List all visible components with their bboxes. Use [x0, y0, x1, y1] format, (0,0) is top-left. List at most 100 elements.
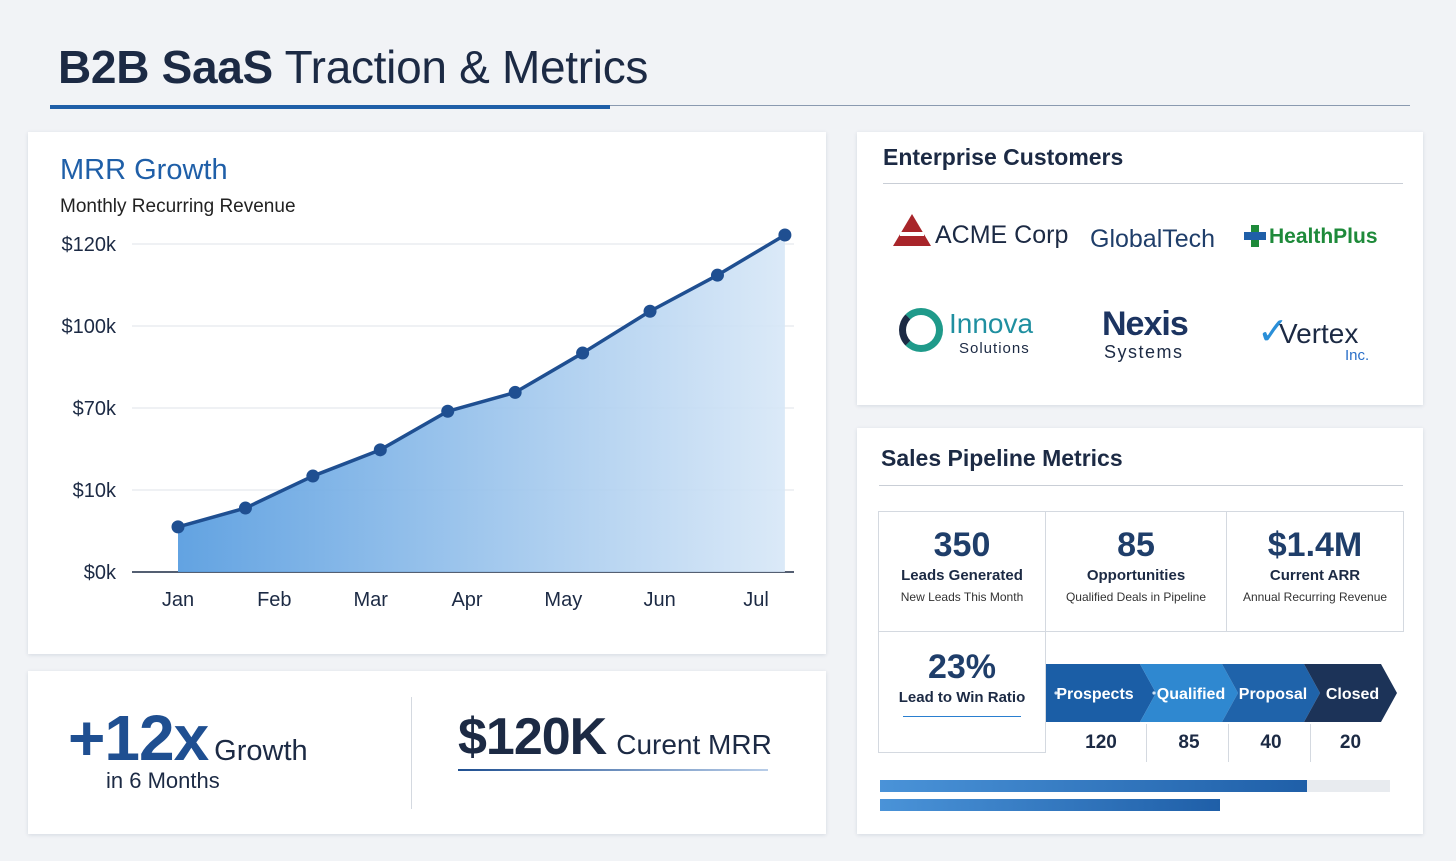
innova-sub: Solutions	[959, 340, 1030, 357]
metric-opportunities-label: Opportunities	[1086, 567, 1186, 584]
acme-corp-logo: ACME Corp	[893, 214, 1068, 250]
mrr-chart: $0k $10k $70k $100k $120k Jan Feb Mar Apr May Jun…	[62, 228, 794, 611]
metric-leads-desc: New Leads This Month	[900, 590, 1024, 604]
metric-opportunities-value: 85	[1117, 526, 1155, 564]
growth-summary-card: +12x Growth in 6 Months $120K Curent MRR	[28, 671, 826, 834]
stage-count-separator	[1310, 724, 1311, 762]
mrr-growth-card: MRR Growth Monthly Recurring Revenue $0k…	[28, 132, 826, 654]
mrr-data-point	[710, 268, 724, 282]
funnel-stage-qualified	[1140, 664, 1238, 722]
funnel-stage-prospects	[1046, 664, 1156, 722]
x-tick-label: Feb	[257, 589, 291, 611]
metric-win-ratio-underline	[903, 716, 1021, 717]
stage-count-qualified: 85	[1178, 732, 1200, 753]
mrr-chart-title: MRR Growth	[60, 154, 228, 186]
y-tick-label: $10k	[73, 480, 117, 502]
current-mrr: $120K Curent MRR	[458, 707, 772, 767]
metric-opportunities: 85 Opportunities Qualified Deals in Pipe…	[1046, 511, 1227, 632]
mrr-data-point	[373, 443, 387, 457]
mrr-data-point	[778, 228, 792, 242]
globaltech-logo: GlobalTech	[1090, 225, 1216, 253]
metric-opportunities-desc: Qualified Deals in Pipeline	[1065, 590, 1207, 604]
mrr-data-point	[441, 404, 455, 418]
innova-ring-icon	[899, 308, 943, 352]
x-tick-label: Mar	[353, 589, 388, 611]
mrr-data-point	[576, 346, 590, 360]
metric-win-ratio-label: Lead to Win Ratio	[898, 689, 1026, 706]
funnel-bullet	[1152, 691, 1156, 695]
funnel-stage-proposal	[1222, 664, 1320, 722]
nexis-logo: Nexis Systems	[1102, 305, 1189, 363]
pipeline-funnel: Prospects Qualified Proposal Closed	[1046, 664, 1397, 722]
title-rule-accent	[50, 105, 610, 109]
mrr-data-point	[306, 469, 320, 483]
page-title-bold: B2B SaaS	[58, 41, 273, 93]
mrr-chart-subtitle: Monthly Recurring Revenue	[60, 196, 296, 217]
x-tick-label: Apr	[451, 589, 482, 611]
stage-count-separator	[1146, 724, 1147, 762]
acme-corp-name: ACME Corp	[935, 221, 1069, 249]
innova-logo: Innova Solutions	[899, 308, 1049, 360]
stage-count-closed: 20	[1339, 732, 1362, 753]
vertex-name: Vertex	[1279, 318, 1359, 349]
enterprise-customers-card: Enterprise Customers ACME Corp GlobalTec…	[857, 132, 1423, 405]
pipeline-progress-bar-2	[880, 799, 1221, 811]
metric-leads-label: Leads Generated	[901, 567, 1023, 584]
metric-win-ratio-value: 23%	[927, 648, 997, 686]
growth-multiplier-value: +12x	[68, 702, 209, 774]
innova-name: Innova	[949, 308, 1034, 339]
stage-count-proposal: 40	[1260, 732, 1282, 753]
growth-divider	[411, 697, 412, 809]
mrr-series-line	[177, 233, 786, 529]
acme-triangle-icon	[893, 214, 931, 246]
pipeline-heading: Sales Pipeline Metrics	[881, 445, 1123, 471]
y-tick-label: $70k	[73, 398, 117, 420]
growth-period: in 6 Months	[106, 768, 220, 793]
pipeline-rule	[879, 485, 1403, 486]
y-tick-label: $120k	[62, 234, 117, 256]
mrr-data-point	[508, 385, 522, 399]
current-mrr-value: $120K	[458, 708, 607, 766]
funnel-stage-label: Prospects	[1056, 686, 1133, 703]
vertex-sub: Inc.	[1345, 347, 1370, 364]
x-tick-label: Jul	[743, 589, 769, 611]
y-tick-label: $0k	[84, 562, 117, 584]
funnel-stage-label: Proposal	[1239, 686, 1307, 703]
pipeline-progress-bar-1	[880, 780, 1307, 792]
metric-arr-label: Current ARR	[1269, 567, 1361, 584]
mrr-data-point	[238, 501, 252, 515]
metric-arr-value: $1.4M	[1267, 526, 1363, 564]
funnel-stage-label: Closed	[1326, 686, 1379, 703]
stage-count-separator	[1228, 724, 1229, 762]
vertex-logo: ✓ Vertex Inc.	[1257, 310, 1387, 366]
metric-arr: $1.4M Current ARR Annual Recurring Reven…	[1227, 511, 1404, 632]
metric-win-ratio: 23% Lead to Win Ratio	[878, 632, 1046, 753]
metric-arr-desc: Annual Recurring Revenue	[1242, 590, 1388, 604]
funnel-bullet	[1054, 691, 1058, 695]
customers-rule	[883, 183, 1403, 184]
sales-pipeline-card: Sales Pipeline Metrics 350 Leads Generat…	[857, 428, 1423, 834]
healthplus-name: HealthPlus	[1269, 225, 1378, 248]
y-tick-label: $100k	[62, 316, 117, 338]
stage-count-prospects: 120	[1085, 732, 1117, 753]
current-mrr-underline	[458, 769, 768, 771]
nexis-sub: Systems	[1104, 342, 1184, 362]
mrr-data-point	[643, 304, 657, 318]
growth-multiplier: +12x Growth	[68, 701, 308, 775]
funnel-stage-label: Qualified	[1157, 686, 1225, 703]
nexis-name: Nexis	[1102, 305, 1189, 343]
healthplus-logo: HealthPlus	[1244, 225, 1378, 249]
x-tick-label: Jan	[162, 589, 194, 611]
funnel-stage-closed	[1304, 664, 1397, 722]
medical-cross-icon	[1244, 225, 1266, 247]
metric-leads-value: 350	[933, 526, 991, 564]
growth-multiplier-label: Growth	[214, 735, 308, 767]
mrr-data-point	[171, 520, 185, 534]
metric-leads: 350 Leads Generated New Leads This Month	[878, 511, 1046, 632]
x-tick-label: Jun	[644, 589, 676, 611]
customers-heading: Enterprise Customers	[883, 144, 1124, 170]
page-title-light: Traction & Metrics	[284, 41, 649, 93]
current-mrr-label: Curent MRR	[616, 729, 772, 760]
checkmark-icon: ✓	[1257, 311, 1289, 353]
title-rule	[50, 105, 1410, 106]
